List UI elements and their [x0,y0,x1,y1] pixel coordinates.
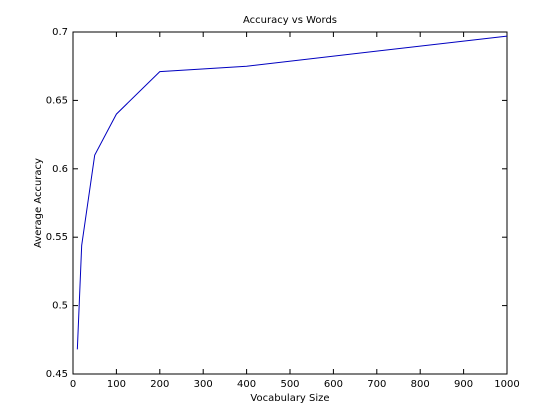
plot-frame [72,31,508,375]
x-tick-label: 200 [150,379,169,390]
x-tick-label: 700 [367,379,386,390]
y-tick-label: 0.65 [46,95,68,106]
y-tick-label: 0.55 [46,232,68,243]
x-tick-label: 100 [107,379,126,390]
data-line [76,35,508,350]
x-axis-label: Vocabulary Size [250,393,329,404]
y-axis-label: Average Accuracy [33,158,44,248]
x-tick-label: 0 [70,379,76,390]
chart-title: Accuracy vs Words [243,15,337,26]
y-tick-label: 0.5 [52,301,68,312]
x-tick-label: 400 [237,379,256,390]
x-tick-label: 900 [454,379,473,390]
y-tick-label: 0.45 [46,369,68,380]
x-tick-label: 500 [280,379,299,390]
x-tick-label: 800 [411,379,430,390]
x-tick-label: 600 [324,379,343,390]
x-tick-label: 300 [194,379,213,390]
x-tick-label: 1000 [494,379,519,390]
y-tick-label: 0.7 [52,27,68,38]
y-tick-label: 0.6 [52,164,68,175]
